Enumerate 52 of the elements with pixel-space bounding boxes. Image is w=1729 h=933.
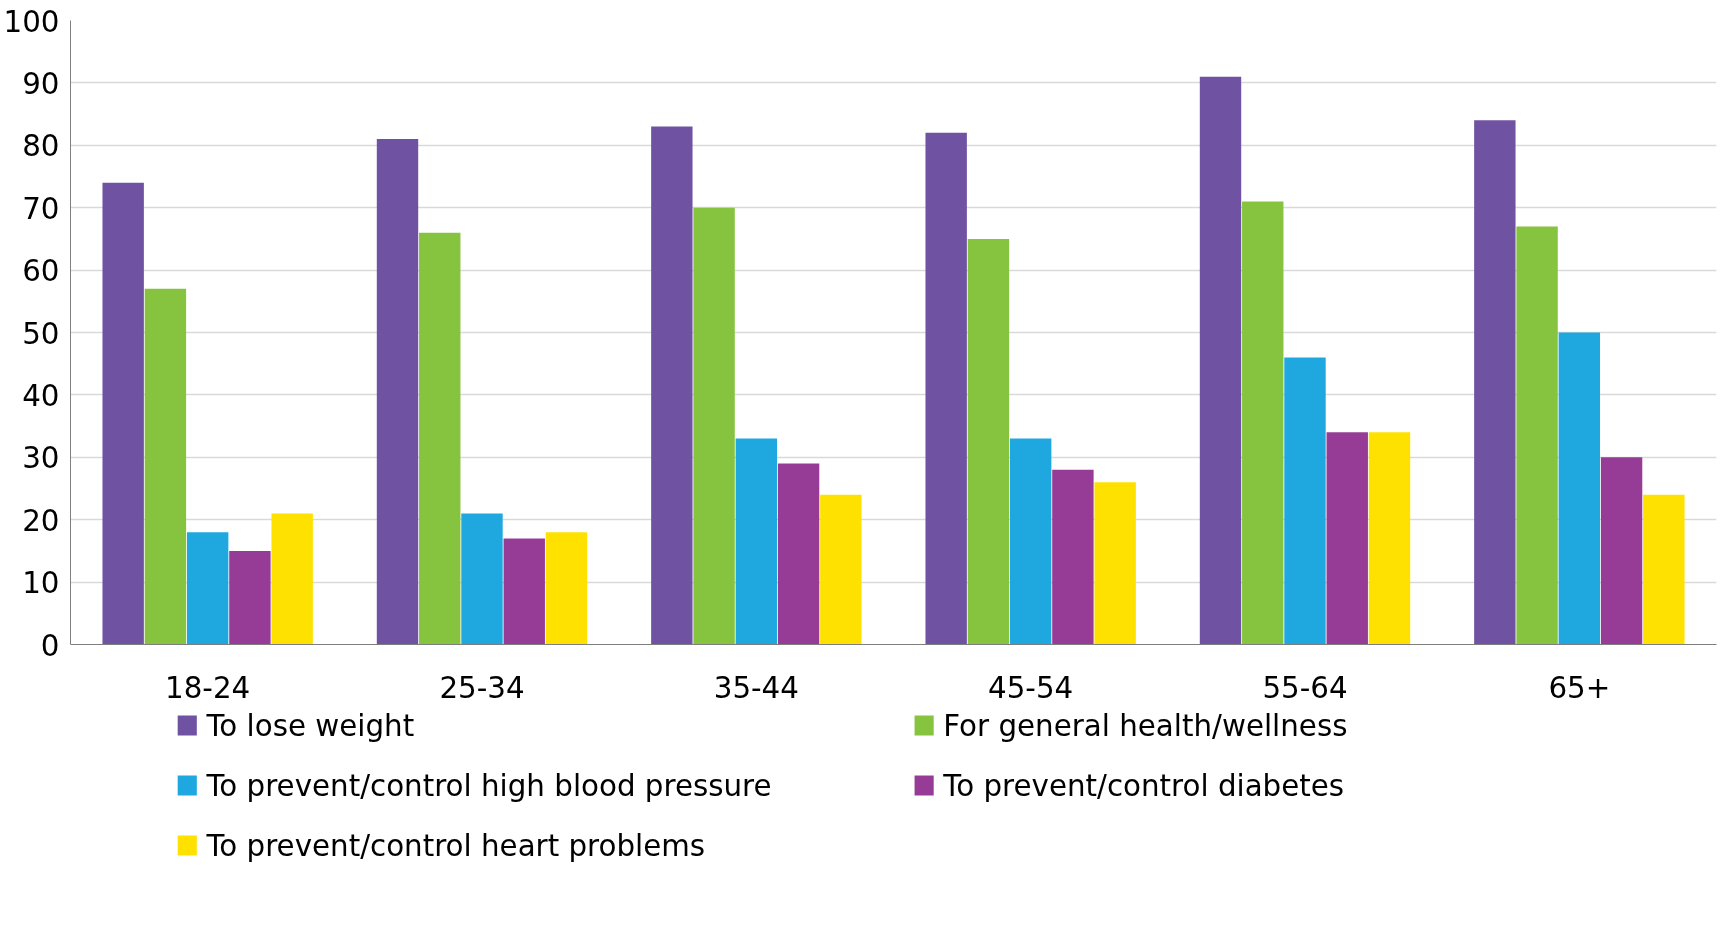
x-tick-label: 25-34 xyxy=(439,670,525,705)
y-tick-label: 0 xyxy=(40,628,60,663)
bar xyxy=(1284,357,1326,645)
y-tick-label: 90 xyxy=(22,66,60,101)
y-tick-label: 10 xyxy=(22,566,60,601)
bar xyxy=(229,550,271,645)
bar xyxy=(144,288,187,645)
legend-label: To prevent/control high blood pressure xyxy=(205,768,772,803)
bar xyxy=(651,126,693,645)
y-tick-label: 80 xyxy=(22,129,60,164)
bar xyxy=(186,532,229,645)
legend-label: To prevent/control diabetes xyxy=(942,768,1345,803)
bar xyxy=(376,139,419,645)
bar xyxy=(1326,432,1368,645)
bar xyxy=(1643,494,1685,645)
bar xyxy=(1516,226,1558,645)
x-tick-label: 35-44 xyxy=(713,670,799,705)
bar xyxy=(419,232,461,645)
bar xyxy=(735,438,778,645)
bar xyxy=(545,532,588,645)
bar xyxy=(1368,432,1411,645)
y-tick-label: 30 xyxy=(22,441,60,476)
x-tick-label: 45-54 xyxy=(988,670,1074,705)
legend-label: For general health/wellness xyxy=(943,708,1348,743)
x-tick-label: 55-64 xyxy=(1262,670,1348,705)
bar xyxy=(102,182,144,645)
x-tick-label: 65+ xyxy=(1548,670,1611,705)
y-tick-label: 70 xyxy=(22,191,60,226)
bar xyxy=(271,513,313,645)
bar xyxy=(693,207,735,645)
bar xyxy=(967,238,1010,645)
y-tick-label: 20 xyxy=(22,503,60,538)
x-tick-label: 18-24 xyxy=(165,670,251,705)
bar xyxy=(1242,201,1284,645)
y-tick-label: 60 xyxy=(22,254,60,289)
bar xyxy=(1009,438,1052,645)
bar xyxy=(1199,76,1242,645)
bar xyxy=(777,463,820,645)
bar xyxy=(1474,120,1516,645)
bar xyxy=(1600,457,1643,645)
legend-label: To lose weight xyxy=(205,708,415,743)
bar xyxy=(925,132,967,645)
bar xyxy=(503,538,545,645)
legend-label: To prevent/control heart problems xyxy=(205,828,706,863)
bar xyxy=(461,513,503,645)
bar xyxy=(1558,332,1601,645)
bar xyxy=(1052,469,1094,645)
bar xyxy=(1094,482,1136,645)
y-tick-label: 40 xyxy=(22,378,60,413)
y-tick-label: 100 xyxy=(3,4,60,39)
y-tick-label: 50 xyxy=(22,316,60,351)
bar xyxy=(820,494,862,645)
